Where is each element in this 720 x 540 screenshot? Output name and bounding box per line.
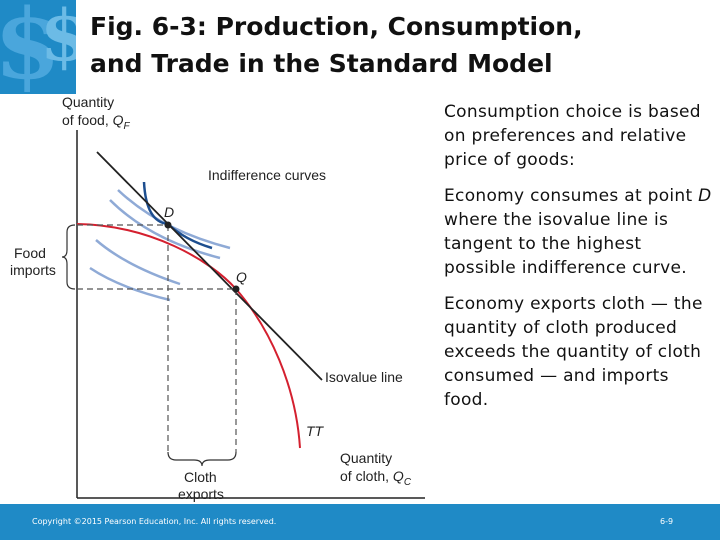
x-axis-label-line2: of cloth, QC — [340, 468, 412, 488]
footer-bar: Copyright ©2015 Pearson Education, Inc. … — [0, 504, 720, 540]
trade-diagram: Quantity of food, QF Quantity of cloth, … — [0, 90, 430, 508]
indifference-curves-label: Indifference curves — [208, 167, 326, 183]
production-frontier-tt — [76, 223, 301, 449]
point-q-label: Q — [236, 269, 247, 285]
copyright-text: Copyright ©2015 Pearson Education, Inc. … — [32, 517, 277, 526]
indifference-curve-outer-2 — [109, 199, 221, 260]
y-axis-label-line2: of food, QF — [62, 112, 130, 132]
title-line-2: and Trade in the Standard Model — [90, 49, 553, 78]
point-q-marker — [232, 285, 240, 293]
food-imports-brace — [61, 224, 76, 290]
svg-text:$: $ — [0, 0, 61, 94]
isovalue-line — [96, 151, 323, 381]
slide-title: Fig. 6-3: Production, Consumption, and T… — [90, 8, 710, 82]
dollar-logo-icon: $ $ — [0, 0, 76, 94]
note-exports: Economy exports cloth — the quantity of … — [444, 294, 703, 410]
point-d-marker — [164, 221, 172, 229]
title-line-1: Fig. 6-3: Production, Consumption, — [90, 12, 583, 41]
food-imports-label-line2: imports — [10, 262, 56, 278]
food-imports-label-line1: Food — [14, 245, 46, 261]
notes-panel: Consumption choice is based on preferenc… — [444, 100, 718, 424]
tt-label: TT — [306, 423, 325, 439]
indifference-curve-inner-1 — [95, 239, 181, 286]
note-consumption-point: Economy consumes at point D where the is… — [444, 186, 712, 278]
indifference-curve-inner-2 — [89, 266, 171, 302]
svg-text:$: $ — [40, 0, 76, 77]
cloth-exports-label-line2: exports — [178, 486, 224, 502]
y-axis-label-line1: Quantity — [62, 94, 114, 110]
cloth-exports-brace — [167, 451, 237, 467]
x-axis-label-line1: Quantity — [340, 450, 392, 466]
note-consumption-choice: Consumption choice is based on preferenc… — [444, 102, 701, 170]
cloth-exports-label-line1: Cloth — [184, 469, 217, 485]
point-d-label: D — [164, 204, 174, 220]
isovalue-line-label: Isovalue line — [325, 369, 403, 385]
page-number: 6-9 — [660, 517, 674, 526]
